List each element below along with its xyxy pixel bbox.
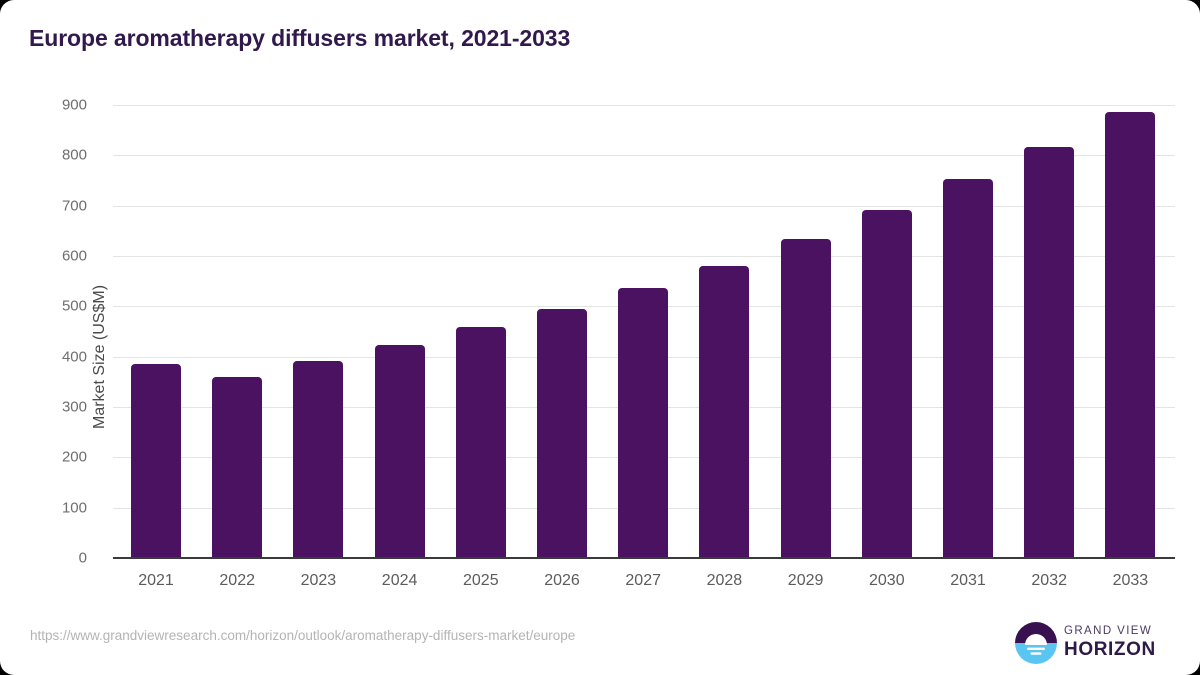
bar-2024[interactable] (374, 344, 425, 558)
bar-2033[interactable] (1105, 112, 1156, 558)
sun-circle-icon (1015, 622, 1057, 664)
y-axis-title: Market Size (US$M) (91, 284, 108, 429)
y-axis-tick-label: 400 (61, 348, 87, 366)
logo-text-top: GRAND VIEW (1064, 625, 1153, 637)
grand-view-horizon-logo[interactable]: GRAND VIEW HORIZON (1012, 620, 1172, 666)
bar-2028[interactable] (699, 265, 750, 558)
x-axis-tick-label-2023: 2023 (300, 572, 337, 589)
y-axis-tick-label: 900 (61, 96, 87, 114)
y-axis-tick-label: 800 (61, 146, 87, 164)
bar-2030[interactable] (861, 210, 912, 558)
gridline (113, 205, 1175, 207)
page-title: Europe aromatherapy diffusers market, 20… (29, 25, 571, 51)
y-axis-tick-label: 600 (61, 247, 87, 265)
bar-2025[interactable] (455, 327, 506, 558)
x-axis-tick-label-2030: 2030 (869, 572, 905, 589)
y-axis-tick-label: 500 (61, 297, 87, 315)
y-axis-tick-label: 200 (61, 448, 87, 466)
plot-area: Market Size (US$M) (91, 105, 1175, 558)
bar-2022[interactable] (212, 376, 263, 558)
bar-2023[interactable] (293, 360, 344, 558)
logo-wordmark: GRAND VIEW HORIZON (1064, 624, 1174, 660)
bar-2032[interactable] (1024, 147, 1075, 558)
y-axis-tick-label: 100 (61, 499, 87, 517)
x-axis-tick-label-2031: 2031 (950, 572, 986, 589)
logo-text-bottom: HORIZON (1064, 639, 1156, 660)
x-axis-tick-label-2022: 2022 (219, 572, 255, 589)
x-axis-tick-label-2029: 2029 (787, 572, 824, 589)
gridline (113, 256, 1175, 257)
bar-2031[interactable] (943, 179, 993, 558)
gridline (113, 155, 1175, 157)
x-axis-tick-label-2027: 2027 (625, 572, 661, 589)
bar-2026[interactable] (537, 308, 587, 558)
x-axis-line (113, 557, 1175, 559)
x-axis-tick-label-2028: 2028 (706, 572, 743, 589)
y-axis-tick-label: 700 (61, 197, 87, 215)
y-axis-tick-label: 300 (61, 398, 87, 416)
bar-2027[interactable] (618, 287, 669, 558)
bar-2021[interactable] (131, 364, 181, 558)
source-url[interactable]: https://www.grandviewresearch.com/horizo… (30, 628, 576, 643)
bar-2029[interactable] (780, 239, 831, 558)
x-axis-tick-label-2026: 2026 (544, 572, 580, 589)
x-axis-tick-label-2025: 2025 (463, 572, 499, 589)
x-axis-tick-label-2024: 2024 (381, 572, 418, 589)
y-axis-tick-label: 0 (78, 549, 87, 567)
x-axis-tick-label-2033: 2033 (1112, 572, 1149, 589)
gridline (113, 105, 1175, 106)
x-axis-tick-label-2021: 2021 (138, 572, 174, 589)
x-axis-tick-label-2032: 2032 (1031, 572, 1067, 589)
